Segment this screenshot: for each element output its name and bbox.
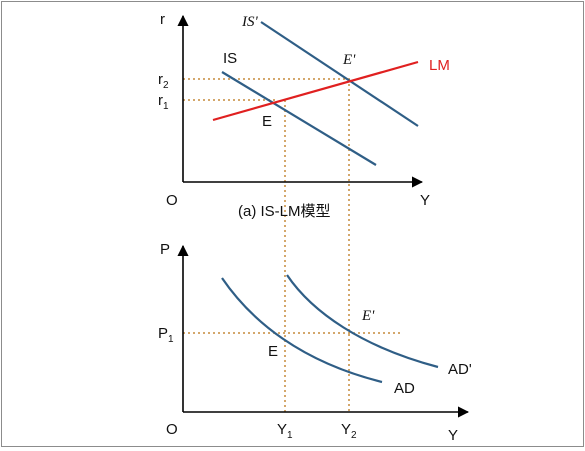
eq-prime-label-bottom: E' bbox=[361, 308, 375, 324]
top-origin-label: O bbox=[166, 192, 178, 209]
eq-label-top: E bbox=[262, 113, 272, 130]
p1-label: P1 bbox=[158, 325, 174, 345]
is-prime-label: IS' bbox=[241, 14, 258, 30]
is-label: IS bbox=[223, 50, 237, 67]
ad-label: AD bbox=[394, 380, 415, 397]
eq-label-bottom: E bbox=[268, 343, 278, 360]
ad-prime-label: AD' bbox=[448, 361, 472, 378]
is-prime-curve bbox=[260, 21, 419, 127]
top-caption: (a) IS-LM模型 bbox=[238, 203, 331, 220]
is-lm-ad-diagram: r Y O r2 r1 IS IS' LM E' E (a) IS-LM模型 P… bbox=[158, 11, 472, 444]
lm-label: LM bbox=[429, 57, 450, 74]
r1-label: r1 bbox=[158, 92, 169, 112]
lm-curve bbox=[212, 60, 419, 122]
top-y-axis-label: r bbox=[160, 11, 165, 28]
y2-label: Y2 bbox=[341, 421, 357, 441]
eq-prime-label-top: E' bbox=[342, 52, 356, 68]
top-x-axis-label: Y bbox=[420, 192, 430, 209]
bottom-origin-label: O bbox=[166, 421, 178, 438]
y1-label: Y1 bbox=[277, 421, 293, 441]
is-curve bbox=[221, 71, 377, 166]
ad-prime-curve bbox=[286, 274, 439, 369]
bottom-y-axis-label: P bbox=[160, 241, 170, 258]
r2-label: r2 bbox=[158, 71, 169, 91]
bottom-x-axis-label: Y bbox=[448, 427, 458, 444]
ad-curve bbox=[221, 277, 383, 384]
